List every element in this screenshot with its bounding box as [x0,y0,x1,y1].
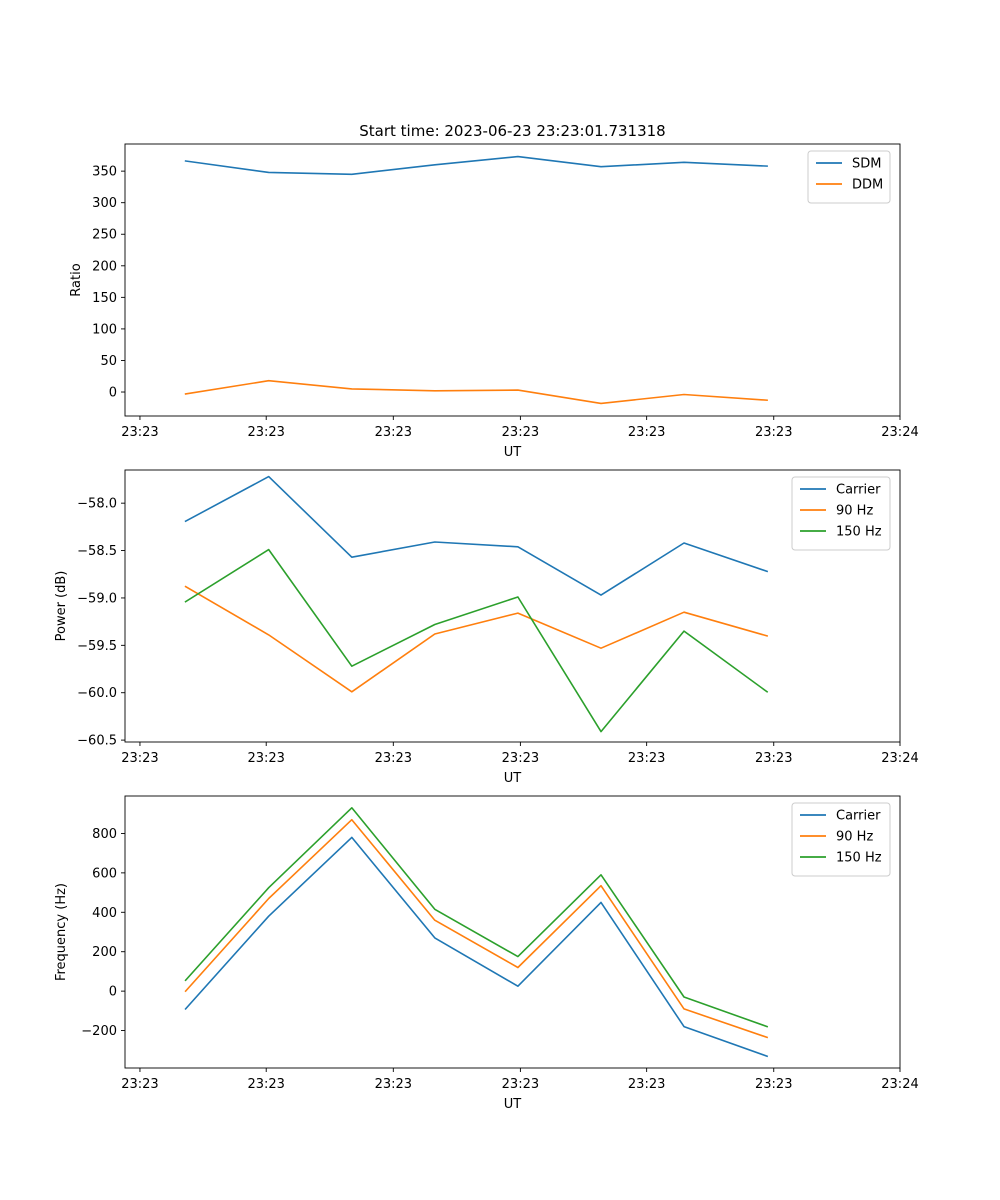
y-tick-label: 600 [92,866,117,881]
legend-label: Carrier [836,809,881,824]
x-tick-label: 23:23 [755,425,792,440]
y-tick-label: −60.5 [77,734,117,749]
legend-label: 150 Hz [836,851,882,866]
y-tick-label: −58.0 [77,497,117,512]
y-tick-label: −200 [81,1024,117,1039]
plot-area-frame [124,143,901,417]
x-tick-label: 23:24 [881,751,918,766]
x-tick-label: 23:23 [502,751,539,766]
x-tick-label: 23:24 [881,425,918,440]
series-line-ddm [184,379,768,405]
legend-box [807,150,891,204]
series-line-90-hz [184,818,769,1039]
plot-area-frame [124,469,901,743]
y-tick-label: 200 [92,259,117,274]
y-tick-label: 250 [92,228,117,243]
y-tick-label: 200 [92,945,117,960]
x-tick-label: 23:23 [121,425,158,440]
x-axis-label: UT [504,771,522,786]
y-tick-label: 800 [92,827,117,842]
legend-label: DDM [852,178,883,193]
legend-label: SDM [852,157,881,172]
x-tick-label: 23:23 [375,1077,412,1092]
y-tick-label: −59.5 [77,639,117,654]
series-line-90-hz [184,585,769,693]
series-line-carrier [184,475,769,596]
x-tick-label: 23:23 [375,751,412,766]
x-tick-label: 23:24 [881,1077,918,1092]
x-tick-label: 23:23 [755,751,792,766]
y-tick-label: 0 [109,386,117,401]
y-tick-label: −59.0 [77,591,117,606]
x-tick-label: 23:23 [375,425,412,440]
x-tick-label: 23:23 [121,1077,158,1092]
x-axis-label: UT [504,445,522,460]
x-tick-label: 23:23 [755,1077,792,1092]
y-tick-label: −58.5 [77,544,117,559]
legend: Carrier 90 Hz 150 Hz [791,476,891,551]
y-axis-label: Power (dB) [54,571,69,642]
x-axis-label: UT [504,1097,522,1112]
y-axis-label: Ratio [69,263,84,296]
series-line-sdm [184,155,768,176]
chart-title: Start time: 2023-06-23 23:23:01.731318 [359,122,665,140]
chart-panel-1: Start time: 2023-06-23 23:23:01.731318 0 5… [69,122,919,460]
y-tick-label: 350 [92,165,117,180]
x-tick-label: 23:23 [247,751,284,766]
y-tick-label: 100 [92,322,117,337]
x-tick-label: 23:23 [628,751,665,766]
chart-panel-2: −60.5 −60.0 −59.5 −59.0 −58.5 −58.0 23:23 23:23… [54,469,919,786]
y-tick-label: 50 [100,354,117,369]
legend-label: 90 Hz [836,830,873,845]
plot-area-frame [124,795,901,1069]
y-tick-label: 0 [109,985,117,1000]
legend: Carrier 90 Hz 150 Hz [791,802,891,877]
x-tick-label: 23:23 [121,751,158,766]
x-tick-label: 23:23 [247,425,284,440]
series-line-carrier [184,836,769,1058]
y-tick-label: 150 [92,291,117,306]
series-line-150-hz [184,806,769,1028]
legend-label: 90 Hz [836,504,873,519]
x-tick-label: 23:23 [502,425,539,440]
legend-label: 150 Hz [836,525,882,540]
series-line-150-hz [184,548,769,733]
y-tick-label: −60.0 [77,686,117,701]
y-axis-label: Frequency (Hz) [54,883,69,981]
x-tick-label: 23:23 [628,1077,665,1092]
legend: SDM DDM [807,150,891,204]
y-tick-label: 300 [92,196,117,211]
x-tick-label: 23:23 [502,1077,539,1092]
x-tick-label: 23:23 [247,1077,284,1092]
chart-panel-3: −200 0 200 400 600 800 23:23 23:23 23:23 23:23 23:… [54,795,919,1112]
legend-label: Carrier [836,483,881,498]
y-tick-label: 400 [92,906,117,921]
x-tick-label: 23:23 [628,425,665,440]
